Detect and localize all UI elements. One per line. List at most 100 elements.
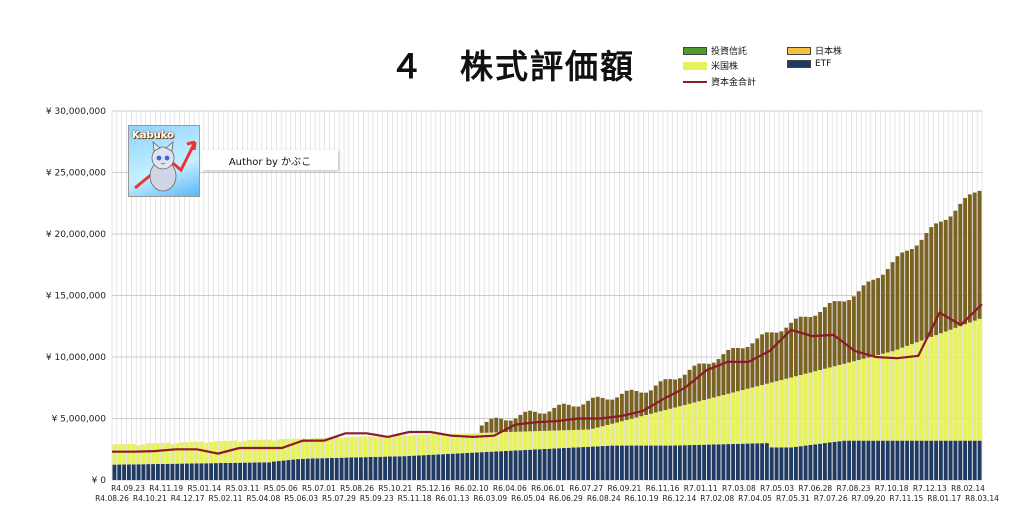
bar-etf: [692, 444, 697, 480]
bar-etf: [513, 450, 518, 480]
x-tick-label: R7.09.20: [852, 494, 886, 503]
legend-item-investment-trust: 投資信託: [683, 44, 747, 57]
bar-etf: [446, 453, 450, 480]
bar-us-stocks: [711, 397, 716, 445]
bar-etf: [533, 449, 537, 480]
bar-etf: [291, 459, 296, 480]
x-tick-label: R5.02.11: [209, 494, 243, 503]
bar-us-stocks: [189, 441, 194, 464]
bar-japanese-stocks: [876, 278, 880, 355]
y-tick-label: ¥ 15,000,000: [46, 292, 106, 302]
bar-etf: [436, 454, 441, 480]
bar-etf: [591, 446, 595, 480]
bar-etf: [731, 443, 735, 480]
y-tick-label: ¥ 5,000,000: [52, 415, 107, 425]
bar-us-stocks: [586, 429, 590, 447]
bar-us-stocks: [267, 439, 271, 463]
bar-japanese-stocks: [789, 322, 793, 378]
bar-etf: [910, 440, 914, 480]
bar-us-stocks: [774, 381, 779, 448]
bar-us-stocks: [736, 391, 740, 444]
bar-japanese-stocks: [823, 307, 827, 369]
bar-japanese-stocks: [968, 194, 972, 323]
bar-japanese-stocks: [794, 318, 798, 377]
bar-us-stocks: [204, 442, 209, 464]
x-tick-label: R5.04.08: [246, 494, 280, 503]
chart-title: ４ 株式評価額: [390, 47, 635, 86]
x-tick-label: R5.01.14: [187, 484, 221, 493]
bar-etf: [127, 464, 131, 480]
bar-etf: [455, 453, 460, 480]
bar-etf: [605, 445, 610, 480]
bar-us-stocks: [243, 440, 247, 463]
bar-us-stocks: [499, 432, 503, 452]
bar-us-stocks: [595, 427, 600, 447]
bar-etf: [929, 440, 934, 480]
bar-us-stocks: [808, 372, 813, 445]
x-tick-label: R4.11.19: [149, 484, 183, 493]
bar-etf: [668, 445, 673, 480]
legend-swatch-etf: [787, 60, 811, 68]
y-tick-label: ¥ 30,000,000: [46, 107, 106, 117]
bar-japanese-stocks: [639, 392, 644, 417]
bar-us-stocks: [392, 435, 397, 457]
bar-us-stocks: [779, 379, 784, 448]
bar-us-stocks: [794, 376, 798, 447]
y-tick-label: ¥ 10,000,000: [46, 353, 106, 363]
x-tick-label: R7.10.18: [875, 484, 909, 493]
bar-us-stocks: [943, 331, 948, 441]
bar-us-stocks: [383, 435, 387, 457]
bar-japanese-stocks: [765, 332, 769, 384]
bar-us-stocks: [426, 434, 431, 455]
bar-etf: [146, 464, 151, 480]
bar-japanese-stocks: [784, 327, 789, 379]
bar-us-stocks: [905, 345, 909, 441]
bar-etf: [185, 463, 189, 480]
bar-etf: [204, 463, 209, 480]
bar-etf: [315, 458, 320, 480]
bar-etf: [523, 449, 528, 480]
legend-swatch-us-stocks: [683, 61, 707, 70]
bar-us-stocks: [112, 444, 117, 465]
x-tick-label: R6.02.10: [455, 484, 489, 493]
bar-japanese-stocks: [895, 256, 900, 350]
bar-japanese-stocks: [919, 239, 924, 341]
bar-etf: [465, 452, 470, 480]
bar-us-stocks: [160, 442, 165, 464]
bar-etf: [392, 456, 397, 480]
kabuko-logo: Kabuko: [128, 125, 200, 197]
x-tick-label: R6.08.24: [587, 494, 621, 503]
bar-etf: [267, 462, 271, 480]
bar-us-stocks: [852, 361, 856, 441]
bar-us-stocks: [484, 432, 489, 452]
bar-etf: [586, 446, 590, 480]
bar-etf: [615, 445, 619, 480]
bar-etf: [760, 443, 764, 480]
bar-etf: [257, 462, 262, 480]
bar-us-stocks: [180, 442, 184, 464]
bar-us-stocks: [397, 435, 402, 457]
bar-etf: [919, 440, 924, 480]
bar-us-stocks: [678, 406, 682, 446]
bar-etf: [431, 454, 436, 480]
bar-us-stocks: [417, 434, 421, 456]
bar-us-stocks: [832, 366, 837, 442]
bar-us-stocks: [876, 354, 880, 441]
bar-etf: [702, 444, 706, 480]
bar-etf: [286, 460, 291, 480]
bar-us-stocks: [649, 413, 653, 446]
y-tick-label: ¥ 20,000,000: [46, 230, 106, 240]
legend-item-etf: ETF: [787, 59, 831, 69]
logo-wordmark: Kabuko: [132, 130, 175, 141]
bar-etf: [484, 451, 489, 480]
bar-japanese-stocks: [963, 197, 967, 325]
x-tick-label: R7.03.08: [722, 484, 756, 493]
bar-us-stocks: [354, 436, 358, 458]
x-tick-label: R7.12.13: [913, 484, 947, 493]
bar-japanese-stocks: [760, 334, 764, 385]
bar-us-stocks: [330, 437, 334, 458]
bar-us-stocks: [151, 443, 155, 465]
bar-japanese-stocks: [711, 362, 716, 398]
bar-us-stocks: [977, 318, 982, 441]
